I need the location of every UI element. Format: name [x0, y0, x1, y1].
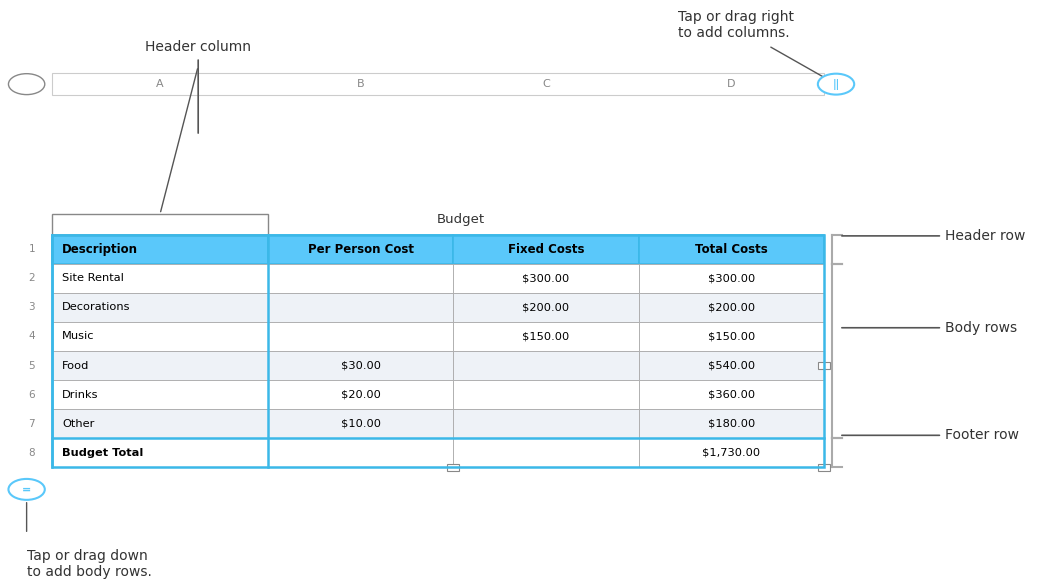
Bar	[453, 264, 639, 293]
Text: 3: 3	[28, 302, 35, 312]
Text: $200.00: $200.00	[522, 302, 570, 312]
Bar	[52, 409, 268, 438]
Text: $300.00: $300.00	[522, 273, 570, 283]
Text: Drinks: Drinks	[62, 390, 99, 400]
Text: $360.00: $360.00	[707, 390, 755, 400]
Bar	[639, 322, 824, 351]
Text: C: C	[542, 79, 550, 89]
Bar	[268, 322, 453, 351]
Text: D: D	[727, 79, 735, 89]
Text: Tap or drag down
to add body rows.: Tap or drag down to add body rows.	[27, 549, 152, 579]
Text: 8: 8	[28, 447, 35, 457]
Bar	[453, 409, 639, 438]
Bar	[52, 215, 268, 235]
Text: Total Costs: Total Costs	[695, 243, 768, 256]
Bar	[817, 464, 830, 471]
Text: $180.00: $180.00	[707, 419, 755, 429]
Bar	[52, 293, 268, 322]
Text: $200.00: $200.00	[707, 302, 755, 312]
Bar	[52, 73, 824, 95]
Text: Other: Other	[62, 419, 95, 429]
Text: $10.00: $10.00	[341, 419, 381, 429]
Bar	[639, 409, 824, 438]
Text: 4: 4	[28, 332, 35, 342]
Text: Fixed Costs: Fixed Costs	[508, 243, 584, 256]
Text: Site Rental: Site Rental	[62, 273, 124, 283]
Text: $540.00: $540.00	[707, 360, 755, 370]
Text: Header column: Header column	[146, 41, 252, 133]
Bar	[639, 235, 824, 264]
Text: 6: 6	[28, 390, 35, 400]
Text: Budget Total: Budget Total	[62, 447, 144, 457]
Text: Music: Music	[62, 332, 95, 342]
Bar	[52, 264, 268, 293]
Text: Food: Food	[62, 360, 89, 370]
Bar	[268, 409, 453, 438]
Bar	[52, 322, 268, 351]
Text: $1,730.00: $1,730.00	[702, 447, 760, 457]
Bar	[453, 322, 639, 351]
Bar	[453, 380, 639, 409]
Bar	[639, 438, 824, 467]
Text: Decorations: Decorations	[62, 302, 130, 312]
Circle shape	[817, 74, 854, 95]
Bar	[268, 438, 453, 467]
Text: Footer row: Footer row	[841, 428, 1019, 442]
Text: 2: 2	[28, 273, 35, 283]
Text: ||: ||	[832, 79, 839, 89]
Text: Tap or drag right
to add columns.: Tap or drag right to add columns.	[678, 10, 794, 40]
Text: B: B	[357, 79, 364, 89]
Circle shape	[8, 479, 45, 500]
Text: Body rows: Body rows	[841, 320, 1017, 335]
Text: Header row: Header row	[841, 229, 1025, 243]
Bar	[268, 293, 453, 322]
Bar	[268, 351, 453, 380]
Text: 1: 1	[28, 244, 35, 254]
Text: $20.00: $20.00	[341, 390, 381, 400]
Text: $150.00: $150.00	[522, 332, 570, 342]
Bar	[52, 351, 268, 380]
Bar	[268, 235, 453, 264]
Bar	[52, 235, 268, 264]
Bar	[52, 380, 268, 409]
Circle shape	[8, 74, 45, 95]
Text: 7: 7	[28, 419, 35, 429]
Bar	[52, 235, 824, 467]
Text: 5: 5	[28, 360, 35, 370]
Bar	[52, 438, 268, 467]
Bar	[453, 351, 639, 380]
Bar	[639, 351, 824, 380]
Bar	[453, 293, 639, 322]
Text: $150.00: $150.00	[707, 332, 755, 342]
Bar	[817, 362, 830, 369]
Bar	[453, 235, 639, 264]
Text: =: =	[22, 485, 31, 495]
Bar	[639, 264, 824, 293]
Bar	[639, 380, 824, 409]
Bar	[447, 464, 460, 471]
Bar	[639, 293, 824, 322]
Bar	[268, 380, 453, 409]
Text: Description: Description	[62, 243, 138, 256]
Text: Budget: Budget	[437, 213, 485, 226]
Bar	[268, 264, 453, 293]
Text: $300.00: $300.00	[707, 273, 755, 283]
Text: $30.00: $30.00	[341, 360, 381, 370]
Text: A: A	[156, 79, 163, 89]
Bar	[453, 438, 639, 467]
Text: Per Person Cost: Per Person Cost	[308, 243, 414, 256]
